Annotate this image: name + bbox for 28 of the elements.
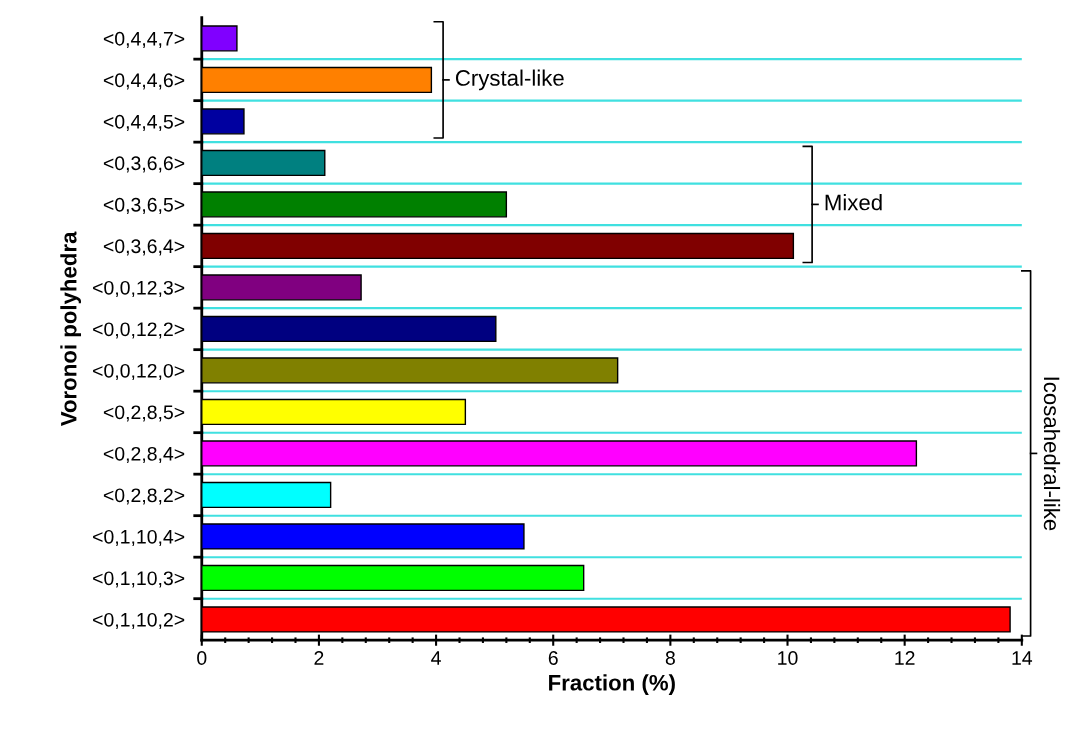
y-tick-label: <0,3,6,6> [103,156,185,173]
text: Icosahedral-like [1043,377,1061,531]
y-tick-label: <0,1,10,3> [93,571,185,588]
x-tick-label: 2 [314,651,324,665]
x-tick-label: 4 [431,651,441,665]
x-tick-label: 6 [548,651,558,665]
x-tick-label: 12 [895,651,915,665]
y-tick-label: <0,4,4,5> [103,114,185,131]
annotation: Mixed [825,194,882,211]
y-tick-label: <0,3,6,5> [103,197,185,214]
y-tick-label: <0,1,10,2> [93,612,185,629]
x-tick-label: 14 [1012,651,1033,665]
y-tick-label: <0,1,10,4> [93,529,185,546]
y-tick-label: <0,2,8,2> [103,488,185,505]
x-tick-label: 0 [197,651,207,665]
y-tick-label: <0,4,4,7> [103,31,185,48]
y-tick-label: <0,0,12,3> [93,280,185,297]
y-tick-label: <0,4,4,6> [103,73,185,90]
y-tick-label: <0,2,8,4> [103,446,185,463]
y-tick-label: <0,3,6,4> [103,239,185,256]
y-axis-title: Voronoi polyhedra [60,231,82,427]
x-tick-label: 8 [665,651,675,665]
x-tick-label: 10 [778,651,798,665]
annotation: Crystal-like [455,69,564,91]
y-tick-label: <0,2,8,5> [103,405,185,422]
y-tick-label: <0,0,12,2> [93,322,185,339]
y-tick-label: <0,0,12,0> [93,363,185,380]
x-axis-title: Fraction (%) [549,674,675,695]
